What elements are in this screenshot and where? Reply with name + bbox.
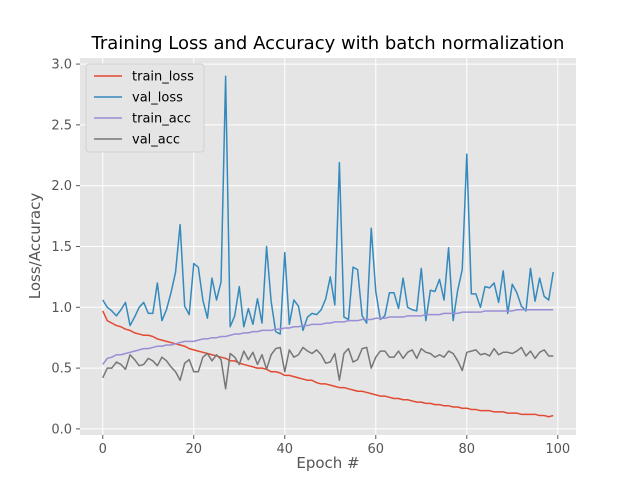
y-tick-label: 1.0 — [51, 301, 72, 316]
legend-items: train_loss val_loss train_acc val_acc — [94, 70, 194, 148]
y-tick-label: 2.0 — [51, 179, 72, 194]
series-lines — [102, 75, 554, 418]
legend-label-val_acc: val_acc — [132, 133, 180, 148]
y-tick-label: 1.5 — [51, 240, 72, 255]
y-axis-label: Loss/Accuracy — [26, 193, 44, 300]
x-tick-label: 80 — [459, 442, 476, 457]
y-tick-label: 3.0 — [51, 58, 72, 73]
y-tick-label: 2.5 — [51, 118, 72, 133]
legend-box — [85, 63, 205, 153]
grid-lines — [80, 58, 576, 435]
y-tick-label: 0.0 — [51, 422, 72, 437]
chart-title: Training Loss and Accuracy with batch no… — [91, 33, 565, 54]
series-line-train_acc — [102, 308, 554, 365]
legend-label-train_loss: train_loss — [132, 70, 194, 85]
x-tick-label: 60 — [368, 442, 385, 457]
x-tick-label: 100 — [545, 442, 570, 457]
series-line-val_acc — [102, 346, 554, 390]
series-line-val_loss — [102, 75, 554, 335]
series-line-train_loss — [102, 310, 554, 418]
y-axis-ticks: 0.0 0.5 1.0 1.5 2.0 2.5 3.0 — [51, 58, 80, 437]
x-axis-label: Epoch # — [296, 454, 359, 472]
legend-label-val_loss: val_loss — [132, 91, 183, 106]
legend-label-train_acc: train_acc — [132, 112, 191, 127]
legend: train_loss val_loss train_acc val_acc — [85, 63, 205, 153]
x-tick-label: 40 — [276, 442, 293, 457]
y-tick-label: 0.5 — [51, 362, 72, 377]
x-tick-label: 0 — [99, 442, 107, 457]
x-tick-label: 20 — [185, 442, 202, 457]
x-axis-ticks: 0 20 40 60 80 100 — [99, 435, 570, 457]
